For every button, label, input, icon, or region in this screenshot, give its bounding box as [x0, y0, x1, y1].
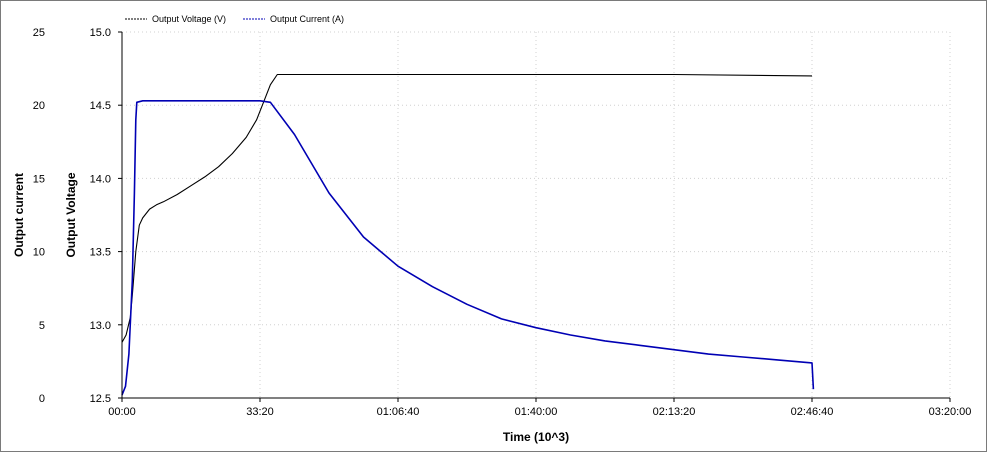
series-output-voltage-line: [121, 73, 813, 343]
x-tick-label: 01:40:00: [515, 406, 558, 418]
y-voltage-tick-label: 12.5: [90, 393, 111, 405]
y-voltage-tick-label: 13.0: [90, 320, 111, 332]
y-axis-voltage-title: Output Voltage: [64, 172, 78, 257]
y-voltage-tick-label: 14.0: [90, 173, 111, 185]
x-tick-label: 02:46:40: [791, 406, 834, 418]
y-current-tick-label: 0: [39, 393, 45, 405]
x-tick-label: 03:20:00: [929, 406, 972, 418]
y-current-tick-label: 5: [39, 320, 45, 332]
x-tick-label: 33:20: [246, 406, 274, 418]
y-axis-current-title: Output current: [12, 173, 26, 257]
y-current-tick-label: 20: [33, 100, 45, 112]
y-voltage-tick-label: 15.0: [90, 27, 111, 39]
y-voltage-tick-label: 14.5: [90, 100, 111, 112]
y-current-tick-label: 15: [33, 173, 45, 185]
x-axis-title: Time (10^3): [503, 430, 569, 444]
legend-voltage-label: Output Voltage (V): [152, 14, 226, 24]
y-current-tick-label: 25: [33, 27, 45, 39]
series-output-current-line: [121, 100, 815, 396]
y-current-tick-label: 10: [33, 247, 45, 259]
legend-current-label: Output Current (A): [270, 14, 344, 24]
x-tick-label: 01:06:40: [377, 406, 420, 418]
x-tick-label: 02:13:20: [653, 406, 696, 418]
y-voltage-tick-label: 13.5: [90, 247, 111, 259]
x-tick-label: 00:00: [108, 406, 136, 418]
